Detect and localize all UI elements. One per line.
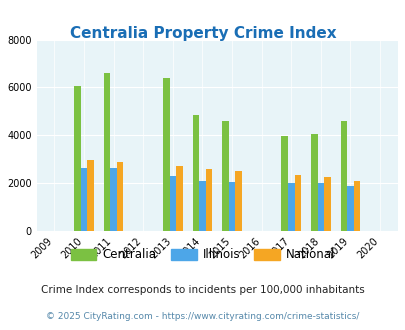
Bar	[287, 183, 294, 231]
Bar	[205, 169, 212, 231]
Bar	[228, 182, 235, 231]
Bar	[310, 134, 317, 231]
Text: Centralia Property Crime Index: Centralia Property Crime Index	[70, 26, 335, 41]
Bar	[199, 181, 205, 231]
Bar	[192, 115, 199, 231]
Bar	[222, 121, 228, 231]
Bar	[104, 73, 110, 231]
Bar	[340, 121, 346, 231]
Bar	[235, 171, 241, 231]
Bar	[176, 166, 182, 231]
Bar	[281, 137, 287, 231]
Bar	[294, 175, 300, 231]
Text: © 2025 CityRating.com - https://www.cityrating.com/crime-statistics/: © 2025 CityRating.com - https://www.city…	[46, 312, 359, 321]
Bar	[87, 160, 94, 231]
Text: Crime Index corresponds to incidents per 100,000 inhabitants: Crime Index corresponds to incidents per…	[41, 285, 364, 295]
Bar	[162, 78, 169, 231]
Legend: Centralia, Illinois, National: Centralia, Illinois, National	[66, 244, 339, 266]
Bar	[74, 86, 81, 231]
Bar	[346, 186, 353, 231]
Bar	[317, 183, 323, 231]
Bar	[353, 181, 359, 231]
Bar	[110, 168, 117, 231]
Bar	[169, 177, 176, 231]
Bar	[81, 168, 87, 231]
Bar	[323, 178, 330, 231]
Bar	[117, 162, 123, 231]
